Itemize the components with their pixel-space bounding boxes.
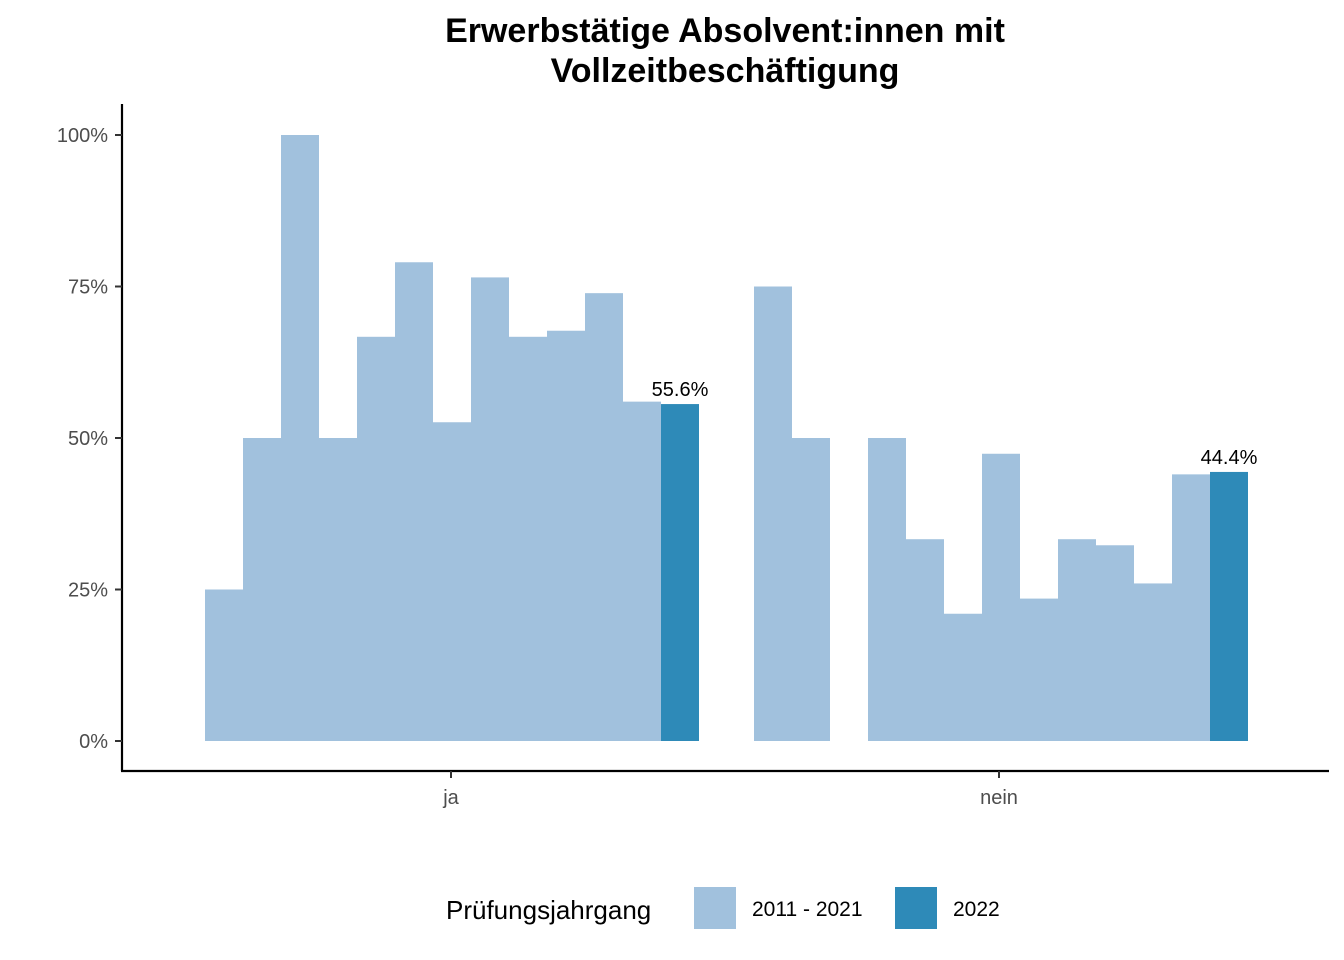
bar-ja-current (661, 404, 699, 741)
bar-nein-past (1096, 545, 1134, 741)
bar-ja-past (509, 336, 547, 741)
bar-ja-past (547, 330, 585, 741)
bar-nein-past (1172, 474, 1210, 741)
y-tick-label: 25% (68, 580, 108, 602)
bar-ja-past (357, 336, 395, 741)
bar-nein-past (982, 453, 1020, 741)
bar-ja-past (585, 293, 623, 741)
x-tick-label: nein (980, 787, 1018, 809)
bar-ja-past (623, 401, 661, 741)
bar-ja-past (319, 438, 357, 741)
bar-ja-past (243, 438, 281, 741)
y-tick-label: 100% (57, 125, 108, 147)
bar-ja-past (281, 135, 319, 741)
bar-nein-past (754, 286, 792, 741)
bars-layer (205, 135, 1248, 741)
y-axis: 0% 25% 50% 75% 100% (57, 104, 124, 771)
bar-nein-past (792, 438, 830, 741)
chart-title-line-1: Erwerbstätige Absolvent:innen mit (445, 12, 1005, 50)
legend-label-current: 2022 (953, 898, 1000, 921)
bar-ja-past (205, 589, 243, 741)
bar-nein-past (1058, 539, 1096, 741)
legend-label-past: 2011 - 2021 (752, 898, 863, 921)
data-labels-layer: 55.6% 44.4% (652, 379, 1258, 469)
legend: Prüfungsjahrgang 2011 - 2021 2022 (446, 887, 1000, 929)
bar-nein-past (1020, 598, 1058, 741)
y-tick-label: 0% (79, 731, 108, 753)
bar-nein-past (906, 539, 944, 741)
y-tick-label: 50% (68, 428, 108, 450)
bar-ja-past (395, 262, 433, 741)
legend-swatch-current (895, 887, 937, 929)
bar-nein-past (1134, 583, 1172, 741)
chart-title: Erwerbstätige Absolvent:innen mit Vollze… (445, 12, 1005, 90)
bar-ja-past (433, 422, 471, 741)
bar-ja-past (471, 277, 509, 741)
y-tick-label: 75% (68, 277, 108, 299)
x-tick-label: ja (442, 787, 459, 809)
bar-nein-current (1210, 471, 1248, 741)
data-label-ja: 55.6% (652, 379, 709, 401)
chart-title-line-2: Vollzeitbeschäftigung (551, 52, 900, 90)
data-label-nein: 44.4% (1201, 447, 1258, 469)
bar-nein-past (944, 613, 982, 741)
legend-title: Prüfungsjahrgang (446, 895, 651, 925)
bar-nein-past (868, 438, 906, 741)
x-axis: ja nein (121, 769, 1329, 809)
legend-swatch-past (694, 887, 736, 929)
